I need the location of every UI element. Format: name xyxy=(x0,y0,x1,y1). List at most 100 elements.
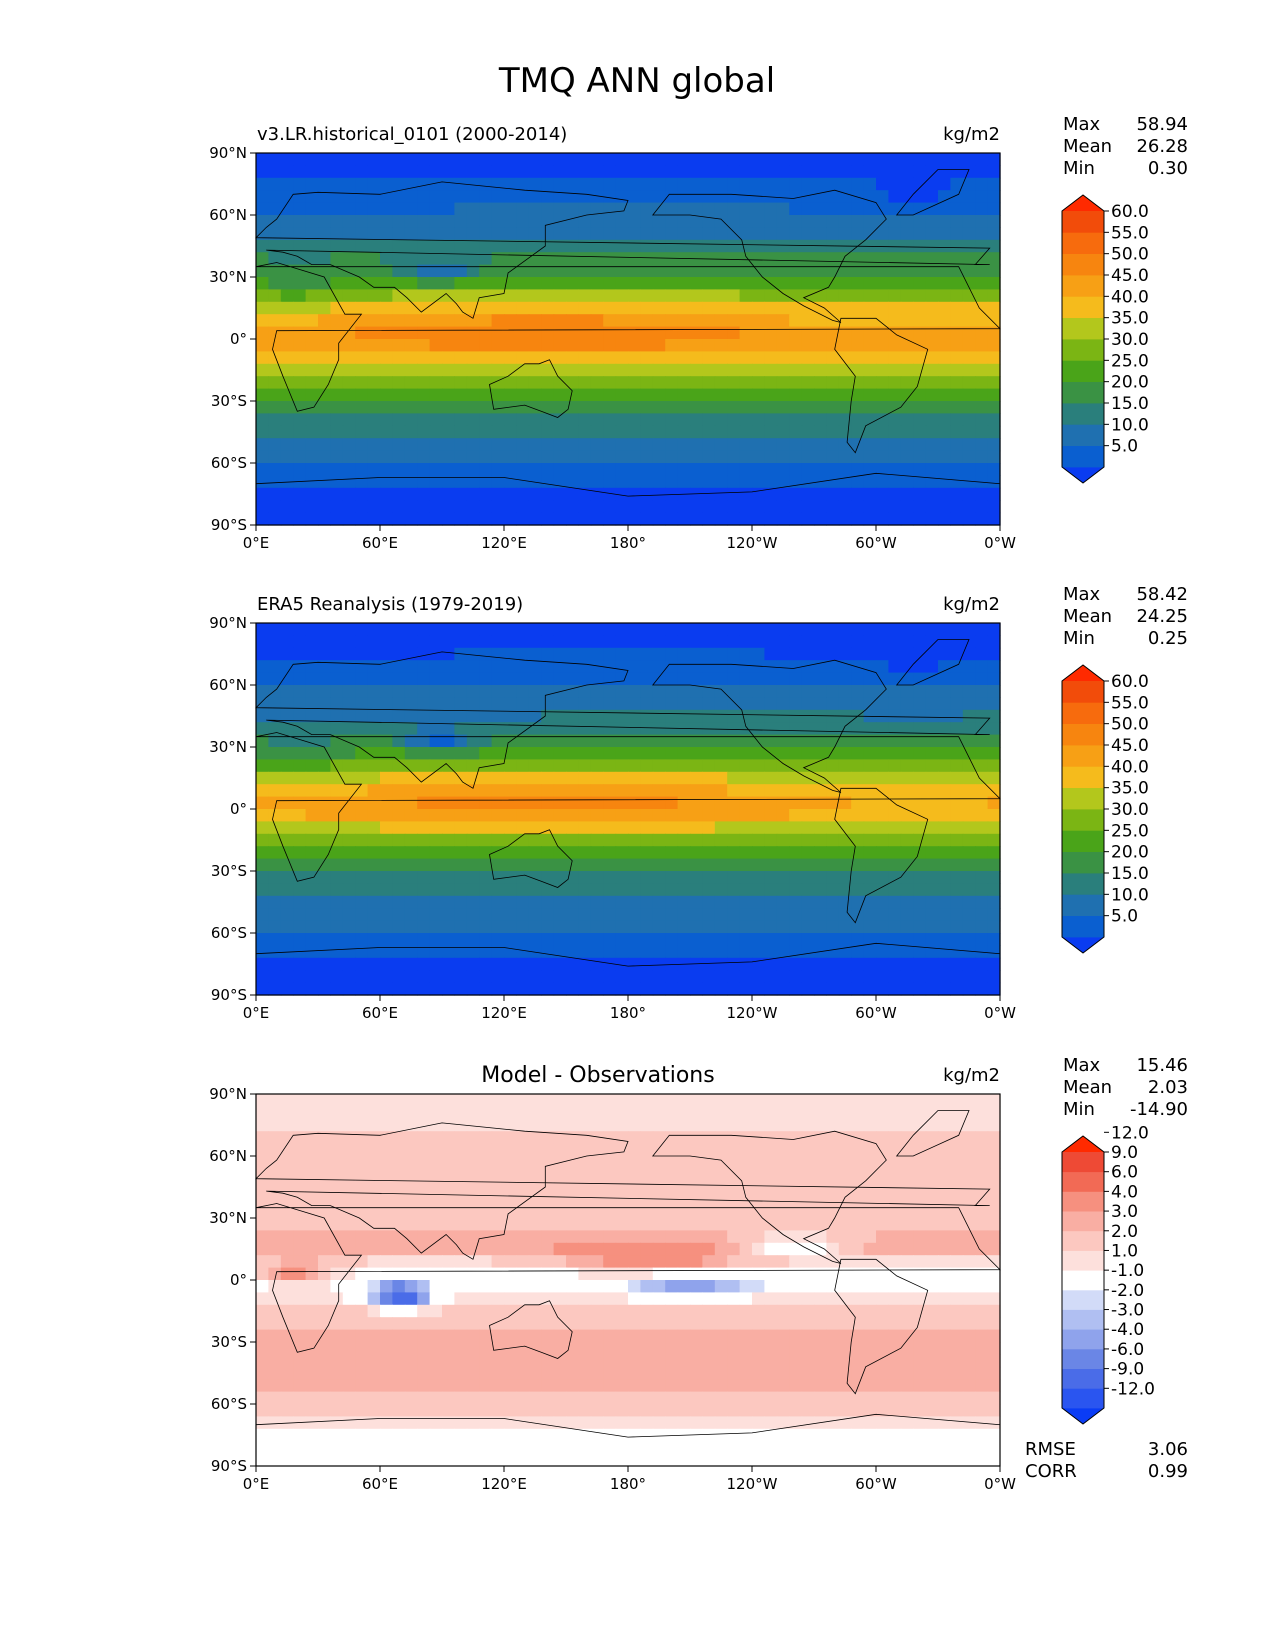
heatmap-cell xyxy=(900,252,914,266)
heatmap-cell xyxy=(863,1317,877,1331)
heatmap-cell xyxy=(566,647,579,661)
heatmap-cell xyxy=(863,883,877,897)
heatmap-cell xyxy=(876,871,889,884)
heatmap-cell xyxy=(876,1292,889,1306)
heatmap-cell xyxy=(727,796,741,810)
heatmap-cell xyxy=(268,883,282,897)
heatmap-cell xyxy=(305,351,319,365)
heatmap-cell xyxy=(466,685,480,698)
heatmap-cell xyxy=(677,1329,691,1343)
colorbar-outline xyxy=(1061,194,1105,484)
heatmap-cell xyxy=(367,1094,381,1107)
heatmap-cell xyxy=(293,413,307,427)
heatmap-cell xyxy=(355,252,369,266)
heatmap-cell xyxy=(764,1267,778,1281)
heatmap-cell xyxy=(392,289,406,303)
heatmap-cell xyxy=(801,177,815,191)
colorbar-segment xyxy=(1062,339,1104,361)
heatmap-cell xyxy=(814,635,827,649)
heatmap-cell xyxy=(528,1193,542,1207)
heatmap-cell xyxy=(528,190,542,204)
heatmap-cell xyxy=(491,1193,505,1207)
heatmap-cell xyxy=(280,512,294,526)
heatmap-cell xyxy=(628,895,641,909)
heatmap-cell xyxy=(975,401,989,414)
heatmap-cell xyxy=(590,747,604,760)
heatmap-cell xyxy=(553,920,567,934)
heatmap-cell xyxy=(504,252,517,266)
heatmap-cell xyxy=(863,376,877,390)
heatmap-cell xyxy=(987,475,1001,489)
heatmap-cell xyxy=(429,846,443,860)
heatmap-cell xyxy=(516,1180,530,1194)
heatmap-cell xyxy=(739,709,753,723)
heatmap-cell xyxy=(553,1131,567,1145)
heatmap-cell xyxy=(454,1156,468,1169)
heatmap-cell xyxy=(590,1292,604,1306)
heatmap-cell xyxy=(925,846,939,860)
heatmap-cell xyxy=(392,1317,406,1331)
heatmap-cell xyxy=(851,945,865,959)
heatmap-cell xyxy=(454,1255,468,1269)
heatmap-cell xyxy=(975,920,989,934)
heatmap-cell xyxy=(293,1267,307,1281)
heatmap-cell xyxy=(392,796,406,810)
heatmap-cell xyxy=(268,438,282,452)
heatmap-cell xyxy=(466,475,480,489)
heatmap-cell xyxy=(628,784,641,798)
heatmap-cell xyxy=(466,512,480,526)
heatmap-cell xyxy=(504,1193,517,1207)
heatmap-cell xyxy=(727,709,741,723)
heatmap-cell xyxy=(727,351,741,365)
heatmap-cell xyxy=(628,1156,641,1169)
heatmap-cell xyxy=(962,1304,976,1318)
heatmap-cell xyxy=(479,685,493,698)
heatmap-cell xyxy=(330,1329,344,1343)
heatmap-cell xyxy=(677,734,691,748)
heatmap-cell xyxy=(578,1106,592,1120)
heatmap-cell xyxy=(566,363,579,377)
heatmap-cell xyxy=(454,1118,468,1132)
heatmap-cell xyxy=(876,1267,889,1281)
heatmap-cell xyxy=(938,895,951,909)
heatmap-cell xyxy=(280,1131,294,1145)
heatmap-cell xyxy=(466,871,480,884)
heatmap-cell xyxy=(590,463,604,476)
heatmap-cell xyxy=(789,289,803,303)
heatmap-cell xyxy=(826,177,840,191)
heatmap-cell xyxy=(925,672,939,686)
heatmap-cell xyxy=(491,821,505,835)
heatmap-cell xyxy=(479,1131,493,1145)
heatmap-cell xyxy=(913,871,927,884)
heatmap-cell xyxy=(380,165,393,179)
heatmap-cell xyxy=(392,1180,406,1194)
heatmap-cell xyxy=(962,289,976,303)
heatmap-cell xyxy=(479,1180,493,1194)
heatmap-cell xyxy=(479,1156,493,1169)
heatmap-cell xyxy=(417,500,431,514)
heatmap-cell xyxy=(293,463,307,476)
heatmap-cell xyxy=(826,722,840,736)
heatmap-cell xyxy=(342,153,356,166)
heatmap-cell xyxy=(752,635,765,649)
heatmap-cell xyxy=(838,1317,852,1331)
heatmap-cell xyxy=(739,1193,753,1207)
heatmap-cell xyxy=(838,1131,852,1145)
heatmap-cell xyxy=(392,500,406,514)
heatmap-cell xyxy=(268,500,282,514)
heatmap-cell xyxy=(925,239,939,253)
heatmap-cell xyxy=(702,326,716,340)
heatmap-cell xyxy=(677,970,691,984)
heatmap-cell xyxy=(938,450,951,464)
heatmap-cell xyxy=(466,895,480,909)
heatmap-cell xyxy=(665,239,679,253)
heatmap-cell xyxy=(541,945,555,959)
heatmap-cell xyxy=(714,1168,728,1182)
heatmap-cell xyxy=(975,376,989,390)
heatmap-cell xyxy=(690,709,703,723)
heatmap-cell xyxy=(789,660,803,674)
heatmap-cell xyxy=(665,771,679,785)
heatmap-cell xyxy=(888,623,902,636)
heatmap-cell xyxy=(491,945,505,959)
heatmap-cell xyxy=(404,970,418,984)
